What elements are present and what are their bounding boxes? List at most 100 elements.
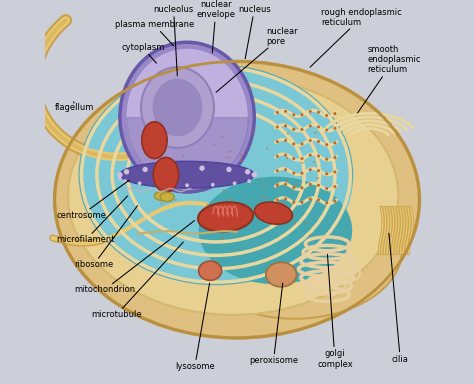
Text: nuclear
pore: nuclear pore xyxy=(216,27,297,92)
Circle shape xyxy=(179,191,182,193)
Circle shape xyxy=(221,136,223,138)
Circle shape xyxy=(229,157,231,159)
Circle shape xyxy=(277,183,279,185)
Circle shape xyxy=(286,157,288,159)
Circle shape xyxy=(167,158,169,160)
Circle shape xyxy=(301,113,303,116)
Circle shape xyxy=(187,187,190,189)
Circle shape xyxy=(137,181,141,185)
Circle shape xyxy=(284,183,287,186)
Circle shape xyxy=(124,169,129,174)
Circle shape xyxy=(309,110,312,113)
Circle shape xyxy=(226,156,228,159)
Circle shape xyxy=(325,114,328,117)
Circle shape xyxy=(226,167,232,172)
Circle shape xyxy=(164,150,166,152)
Circle shape xyxy=(211,183,215,187)
Text: mitochondrion: mitochondrion xyxy=(74,220,194,295)
Text: nucleolus: nucleolus xyxy=(154,5,194,76)
Circle shape xyxy=(190,176,192,178)
Circle shape xyxy=(276,169,279,172)
Circle shape xyxy=(284,110,287,113)
Circle shape xyxy=(276,126,279,129)
Circle shape xyxy=(216,230,218,232)
Text: cilia: cilia xyxy=(389,233,409,364)
Circle shape xyxy=(284,197,287,200)
Circle shape xyxy=(284,139,287,142)
Circle shape xyxy=(309,183,312,186)
Ellipse shape xyxy=(127,49,248,185)
Circle shape xyxy=(292,186,295,189)
Circle shape xyxy=(333,185,337,188)
Circle shape xyxy=(233,181,237,185)
Circle shape xyxy=(281,202,283,204)
Circle shape xyxy=(301,128,303,131)
Circle shape xyxy=(185,184,189,187)
Circle shape xyxy=(253,131,255,133)
Text: flagellum: flagellum xyxy=(55,102,94,112)
Ellipse shape xyxy=(55,61,419,338)
Circle shape xyxy=(292,128,295,131)
Circle shape xyxy=(118,177,122,180)
Circle shape xyxy=(317,125,320,128)
Circle shape xyxy=(333,112,337,115)
Text: centrosome: centrosome xyxy=(56,180,129,220)
Circle shape xyxy=(325,143,328,146)
Circle shape xyxy=(248,206,250,209)
Circle shape xyxy=(213,144,216,146)
Text: golgi
complex: golgi complex xyxy=(317,254,353,369)
Circle shape xyxy=(333,127,337,130)
Circle shape xyxy=(333,170,337,174)
Circle shape xyxy=(301,172,303,175)
Circle shape xyxy=(309,124,312,127)
Circle shape xyxy=(221,237,224,239)
Circle shape xyxy=(317,140,320,143)
Circle shape xyxy=(266,147,268,150)
Circle shape xyxy=(309,234,311,237)
Text: plasma membrane: plasma membrane xyxy=(115,20,194,46)
Circle shape xyxy=(276,140,279,143)
Circle shape xyxy=(301,201,303,204)
Ellipse shape xyxy=(266,262,297,287)
Text: peroxisome: peroxisome xyxy=(249,283,298,366)
Circle shape xyxy=(317,111,320,114)
Circle shape xyxy=(317,169,320,172)
Circle shape xyxy=(292,157,295,160)
Circle shape xyxy=(301,162,303,164)
Ellipse shape xyxy=(187,180,402,319)
Circle shape xyxy=(292,113,295,116)
Circle shape xyxy=(200,166,205,171)
Circle shape xyxy=(314,132,317,134)
Ellipse shape xyxy=(120,161,254,188)
Circle shape xyxy=(227,151,229,153)
Ellipse shape xyxy=(160,192,174,202)
Circle shape xyxy=(317,198,320,201)
Text: microfilament: microfilament xyxy=(56,196,128,245)
Ellipse shape xyxy=(255,202,292,224)
Circle shape xyxy=(301,186,303,189)
Ellipse shape xyxy=(199,261,222,280)
Circle shape xyxy=(309,154,312,157)
Ellipse shape xyxy=(68,77,398,315)
Circle shape xyxy=(309,197,312,200)
Circle shape xyxy=(292,201,295,204)
Circle shape xyxy=(123,179,127,183)
Circle shape xyxy=(292,142,295,146)
Circle shape xyxy=(301,142,303,146)
Circle shape xyxy=(284,154,287,157)
Text: rough endoplasmic
reticulum: rough endoplasmic reticulum xyxy=(310,8,402,67)
Ellipse shape xyxy=(153,157,179,192)
Text: ribosome: ribosome xyxy=(74,206,137,270)
Ellipse shape xyxy=(141,67,214,148)
Circle shape xyxy=(317,177,319,179)
Circle shape xyxy=(186,182,188,185)
Circle shape xyxy=(252,172,257,177)
Circle shape xyxy=(182,154,184,157)
Text: lysosome: lysosome xyxy=(175,283,215,371)
Circle shape xyxy=(174,199,177,201)
Ellipse shape xyxy=(80,65,352,284)
Circle shape xyxy=(301,157,303,160)
Circle shape xyxy=(284,124,287,127)
Circle shape xyxy=(276,184,279,187)
Circle shape xyxy=(203,185,206,188)
